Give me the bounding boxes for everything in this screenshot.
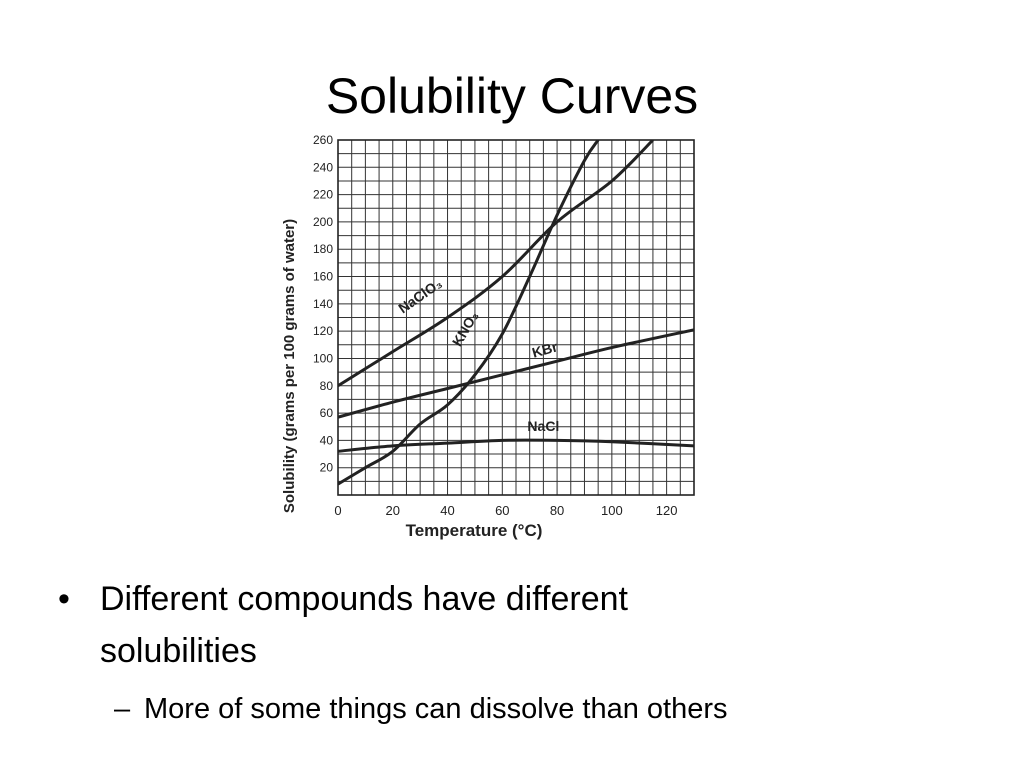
y-tick-label: 180 (313, 242, 333, 256)
x-tick-label: 20 (386, 503, 400, 518)
chart-grid (337, 139, 695, 496)
series-line (338, 140, 654, 388)
x-axis-label: Temperature (°C) (406, 521, 543, 540)
y-tick-label: 220 (313, 188, 333, 202)
y-tick-label: 160 (313, 270, 333, 284)
y-tick-label: 200 (313, 215, 333, 229)
bullet-text-line-2: solubilities (100, 632, 257, 670)
x-tick-label: 60 (495, 503, 509, 518)
chart-series (338, 140, 694, 486)
sub-bullet-marker: – (114, 693, 131, 725)
y-tick-label: 240 (313, 160, 333, 174)
y-tick-label: 60 (320, 406, 334, 420)
y-axis-label: Solubility (grams per 100 grams of water… (281, 219, 298, 513)
plot-frame (337, 139, 695, 496)
bullet-text-line-1: Different compounds have different (100, 580, 628, 618)
series-line (338, 328, 694, 419)
bullet-item: • Different compounds have different sol… (58, 573, 958, 677)
y-tick-label: 140 (313, 297, 333, 311)
y-tick-label: 80 (320, 379, 334, 393)
sub-bullet-text: More of some things can dissolve than ot… (144, 693, 728, 725)
bullet-marker: • (58, 580, 70, 618)
y-tick-label: 100 (313, 351, 333, 365)
series-line (338, 438, 694, 453)
slide-title: Solubility Curves (325, 68, 699, 124)
x-tick-label: 40 (440, 503, 454, 518)
x-tick-label: 120 (656, 503, 678, 518)
y-tick-label: 260 (313, 133, 333, 147)
series-label: KBr (530, 338, 560, 361)
x-tick-label: 0 (334, 503, 341, 518)
x-tick-label: 80 (550, 503, 564, 518)
y-tick-label: 40 (320, 433, 334, 447)
y-tick-label: 20 (320, 461, 334, 475)
sub-bullet-item: – More of some things can dissolve than … (58, 689, 958, 729)
series-line (338, 140, 600, 486)
y-tick-label: 120 (313, 324, 333, 338)
x-tick-label: 100 (601, 503, 623, 518)
bullet-list: • Different compounds have different sol… (58, 573, 958, 729)
series-label: NaCl (527, 418, 559, 434)
chart-ticks: 0 20 40 60 80 100 120 20 40 60 80 100 120 140 160 180 20… (313, 133, 677, 518)
